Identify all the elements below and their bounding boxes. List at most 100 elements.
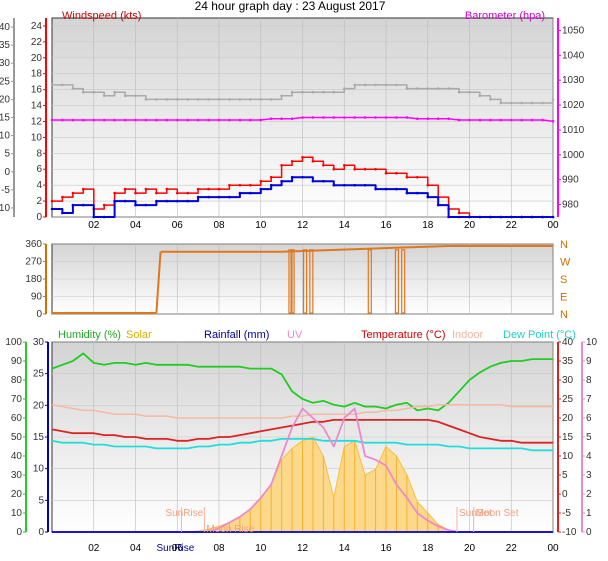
temp-x-tick-label: 14: [339, 543, 351, 554]
wind-x-tick-label: 00: [547, 220, 559, 231]
windspeed-avg-point: [384, 187, 388, 191]
graph-title: 24 hour graph day : 23 August 2017: [195, 0, 386, 13]
gust-trend-point: [207, 98, 210, 101]
dew-point-c-series: [51, 438, 553, 452]
windspeed-avg-point: [374, 187, 377, 191]
gust-trend-point: [82, 90, 85, 94]
windspeed-kts-point: [102, 203, 106, 207]
barometer-axis-tick-label: 1040: [562, 50, 585, 61]
temperature-axis-tick-label: 15: [562, 432, 574, 443]
windspeed-axis-tick-label: 10: [31, 132, 43, 143]
direction-axis-tick-label: 0: [36, 309, 42, 320]
windspeed-kts-point: [457, 211, 461, 215]
windspeed-avg-point: [259, 187, 263, 191]
gust-trend-point: [436, 87, 440, 90]
barometer-hpa-point: [489, 118, 492, 122]
barometer-hpa-point: [520, 118, 523, 122]
windspeed-kts-point: [322, 164, 325, 167]
barometer-hpa-point: [113, 118, 116, 122]
windspeed-axis-tick-label: 0: [36, 212, 42, 223]
uv-axis-tick-label: 2: [586, 489, 592, 500]
windspeed-kts-point: [259, 179, 263, 183]
temperature-axis-tick-label: -5: [562, 508, 571, 519]
windspeed-avg-point: [457, 215, 461, 219]
barometer-hpa-point: [165, 118, 169, 122]
windspeed-avg-point: [217, 195, 221, 199]
barometer-hpa-point: [249, 118, 252, 122]
windspeed-kts-point: [395, 171, 398, 175]
temperature-axis-tick-label: 30: [562, 375, 574, 386]
barometer-hpa-point: [176, 118, 179, 122]
barometer-hpa-point: [311, 116, 315, 119]
windspeed-kts-point: [186, 191, 189, 195]
wind-direction-trace: [155, 251, 162, 314]
windspeed-avg-point: [363, 183, 367, 187]
windspeed-kts-point: [176, 191, 179, 195]
windspeed-avg-point: [155, 199, 158, 203]
wind-direction-swing: [401, 249, 406, 314]
windspeed-avg-point: [311, 179, 315, 183]
windspeed-axis-tick-label: 20: [31, 53, 43, 64]
windspeed-kts-point: [301, 156, 304, 159]
barometer-hpa-point: [82, 118, 85, 122]
gust-trend-point: [290, 90, 294, 94]
windspeed-avg-point: [436, 203, 440, 207]
event-label: Moon Set: [476, 508, 519, 519]
outer-axis-tick-label: -10: [0, 203, 10, 214]
barometer-hpa-point: [238, 118, 242, 122]
gust-trend-point: [447, 87, 450, 90]
rainfall-axis-tick-label: 20: [33, 400, 45, 411]
outer-axis-tick-label: 20: [0, 94, 10, 105]
barometer-hpa-point: [207, 118, 210, 122]
windspeed-axis-tick-label: 22: [31, 37, 43, 48]
wind-direction-swing: [367, 249, 372, 314]
wind-direction-swing: [290, 249, 295, 314]
barometer-hpa-point: [196, 118, 200, 122]
solar-label: Solar: [126, 329, 152, 341]
gust-trend-point: [186, 98, 189, 101]
outer-axis-tick-label: 0: [4, 167, 10, 178]
humidity-axis-tick-label: 100: [5, 337, 22, 348]
gust-trend-point: [332, 90, 336, 94]
windspeed-avg-point: [416, 191, 419, 195]
temp-x-tick-label: 02: [88, 543, 100, 554]
windspeed-kts-point: [280, 164, 283, 167]
gust-trend-point: [176, 98, 179, 101]
compass-label: S: [560, 274, 567, 286]
windspeed-avg-point: [113, 199, 116, 203]
gust-trend-point: [61, 83, 64, 87]
gust-trend-point: [217, 98, 221, 101]
gust-trend-point: [155, 98, 158, 101]
temperature-label: Temperature (°C): [361, 329, 445, 341]
temp-x-tick-label: 00: [547, 543, 559, 554]
gust-trend-point: [520, 101, 523, 105]
windspeed-avg-point: [228, 195, 231, 199]
barometer-hpa-point: [363, 116, 367, 119]
windspeed-avg-point: [489, 215, 492, 219]
wind-x-tick-label: 20: [464, 220, 476, 231]
windspeed-axis-tick-label: 2: [36, 196, 42, 207]
humidity-axis-tick-label: 10: [11, 508, 23, 519]
windspeed-avg-point: [71, 203, 75, 207]
wind-direction-swing: [309, 249, 314, 314]
wind-x-tick-label: 16: [380, 220, 392, 231]
outer-axis-tick-label: 35: [0, 40, 10, 51]
humidity-axis-tick-label: 0: [16, 527, 22, 538]
windspeed-avg-point: [499, 215, 503, 219]
indoor-label: Indoor: [452, 329, 484, 341]
windspeed-avg-point: [353, 183, 357, 187]
direction-axis-tick-label: 180: [25, 274, 42, 285]
outer-axis-tick-label: 5: [4, 149, 10, 160]
barometer-hpa-point: [102, 118, 106, 122]
windspeed-kts-point: [61, 195, 64, 199]
windspeed-kts-point: [249, 183, 252, 187]
windspeed-avg-point: [186, 199, 189, 203]
outer-axis-tick-label: 25: [0, 76, 10, 87]
compass-label: N: [560, 239, 568, 251]
gust-trend-point: [363, 83, 367, 87]
barometer-axis-tick-label: 1020: [562, 100, 585, 111]
windspeed-avg-point: [520, 215, 523, 219]
windspeed-avg-point: [207, 195, 210, 199]
wind-x-tick-label: 14: [339, 220, 351, 231]
windspeed-avg-point: [332, 183, 336, 187]
